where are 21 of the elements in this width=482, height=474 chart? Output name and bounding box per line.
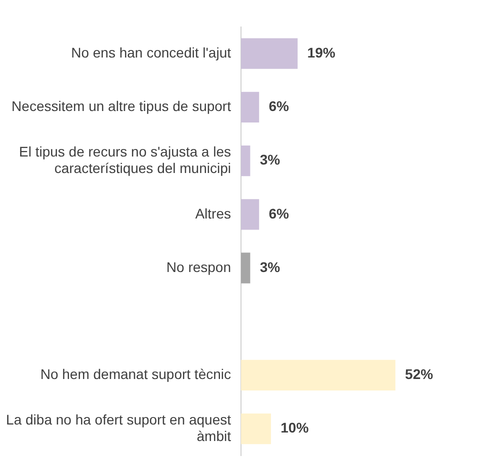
data-label: 3% bbox=[260, 258, 281, 275]
y-tick-label: Necessitem un altre tipus de suport bbox=[12, 98, 232, 114]
y-tick-label: La diba no ha ofert suport en aquest àmbit bbox=[6, 411, 232, 444]
bar bbox=[241, 360, 396, 391]
bar bbox=[241, 413, 271, 444]
data-label: 6% bbox=[268, 205, 290, 222]
bar bbox=[241, 145, 250, 176]
y-tick-label: No ens han concedit l'ajut bbox=[71, 44, 232, 60]
data-label: 3% bbox=[260, 152, 281, 168]
data-label: 6% bbox=[268, 98, 290, 114]
y-tick-label: No hem demanat suport tècnic bbox=[40, 366, 231, 382]
bar bbox=[241, 92, 260, 123]
y-tick-label: Altres bbox=[195, 205, 231, 222]
data-label: 10% bbox=[280, 420, 310, 436]
bar bbox=[241, 252, 250, 284]
y-tick-label: El tipus de recurs no s'ajusta a les característiques del municipi bbox=[18, 143, 231, 176]
data-label: 19% bbox=[307, 44, 336, 60]
bar bbox=[241, 38, 298, 69]
data-label: 52% bbox=[405, 366, 434, 382]
bar bbox=[241, 199, 260, 230]
y-tick-label: No respon bbox=[166, 258, 231, 275]
